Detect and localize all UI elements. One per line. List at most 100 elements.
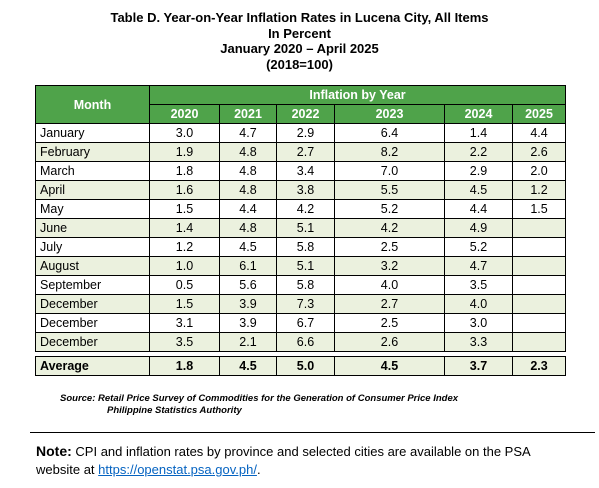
value-cell: 4.4 — [444, 199, 513, 219]
value-cell: 1.8 — [149, 161, 220, 181]
value-cell: 1.0 — [149, 256, 220, 276]
value-cell: 3.9 — [219, 313, 277, 333]
value-cell: 1.5 — [149, 294, 220, 314]
subtitle: In Percent — [268, 25, 331, 41]
value-cell: 4.4 — [219, 199, 277, 219]
value-cell: 4.5 — [219, 237, 277, 257]
month-cell: September — [35, 275, 150, 295]
value-cell: 1.6 — [149, 180, 220, 200]
average-cell: 3.7 — [444, 356, 513, 376]
value-cell: 7.0 — [334, 161, 445, 181]
value-cell: 8.2 — [334, 142, 445, 162]
value-cell: 2.6 — [511, 142, 567, 162]
value-cell: 3.3 — [444, 332, 513, 352]
value-cell: 5.8 — [276, 237, 335, 257]
month-cell: December — [35, 332, 150, 352]
value-cell: 2.7 — [276, 142, 335, 162]
value-cell: 3.5 — [444, 275, 513, 295]
table-row: December 3.1 3.9 6.7 2.5 3.0 — [35, 313, 567, 333]
table-row: August 1.0 6.1 5.1 3.2 4.7 — [35, 256, 567, 276]
value-cell: 4.7 — [444, 256, 513, 276]
value-cell: 3.9 — [219, 294, 277, 314]
value-cell: 1.4 — [149, 218, 220, 238]
value-cell: 3.4 — [276, 161, 335, 181]
month-cell: May — [35, 199, 150, 219]
value-cell: 3.0 — [149, 123, 220, 143]
title-block: Table D. Year-on-Year Inflation Rates in… — [0, 0, 599, 72]
value-cell: 2.9 — [444, 161, 513, 181]
year-header: 2024 — [444, 104, 513, 124]
month-cell: February — [35, 142, 150, 162]
separator — [30, 432, 595, 433]
month-cell: August — [35, 256, 150, 276]
value-cell: 5.1 — [276, 256, 335, 276]
table-row: March 1.8 4.8 3.4 7.0 2.9 2.0 — [35, 161, 567, 181]
value-cell: 4.8 — [219, 180, 277, 200]
value-cell: 5.1 — [276, 218, 335, 238]
table-row: May 1.5 4.4 4.2 5.2 4.4 1.5 — [35, 199, 567, 219]
value-cell — [511, 256, 567, 276]
year-header: 2025 — [511, 104, 567, 124]
value-cell: 4.2 — [334, 218, 445, 238]
title: Table D. Year-on-Year Inflation Rates in… — [110, 10, 489, 25]
table-body: January 3.0 4.7 2.9 6.4 1.4 4.4 February 1.9 4.8 2… — [35, 123, 567, 376]
value-cell: 2.6 — [334, 332, 445, 352]
value-cell: 5.6 — [219, 275, 277, 295]
month-cell: January — [35, 123, 150, 143]
average-label: Average — [35, 356, 150, 376]
value-cell: 2.5 — [334, 313, 445, 333]
table-row: June 1.4 4.8 5.1 4.2 4.9 — [35, 218, 567, 238]
month-cell: March — [35, 161, 150, 181]
table-row: December 1.5 3.9 7.3 2.7 4.0 — [35, 294, 567, 314]
value-cell: 4.8 — [219, 218, 277, 238]
value-cell: 4.7 — [219, 123, 277, 143]
month-cell: June — [35, 218, 150, 238]
value-cell: 1.9 — [149, 142, 220, 162]
source-line: Source: Retail Price Survey of Commoditi… — [60, 393, 459, 404]
average-cell: 2.3 — [511, 356, 567, 376]
value-cell: 5.8 — [276, 275, 335, 295]
note: Note: CPI and inflation rates by provinc… — [36, 442, 576, 479]
value-cell: 1.2 — [511, 180, 567, 200]
value-cell: 2.2 — [444, 142, 513, 162]
value-cell: 3.8 — [276, 180, 335, 200]
month-cell: December — [35, 294, 150, 314]
table-row: April 1.6 4.8 3.8 5.5 4.5 1.2 — [35, 180, 567, 200]
source-line: Philippine Statistics Authority — [107, 405, 242, 416]
year-header: 2020 — [149, 104, 220, 124]
value-cell: 4.0 — [444, 294, 513, 314]
value-cell: 0.5 — [149, 275, 220, 295]
value-cell: 4.9 — [444, 218, 513, 238]
note-link[interactable]: https://openstat.psa.gov.ph/ — [98, 462, 257, 477]
value-cell: 5.2 — [334, 199, 445, 219]
value-cell: 5.2 — [444, 237, 513, 257]
value-cell: 6.6 — [276, 332, 335, 352]
inflation-table: Month Inflation by Year 2020 2021 2022 2023… — [35, 85, 567, 376]
value-cell: 6.7 — [276, 313, 335, 333]
average-cell: 1.8 — [149, 356, 220, 376]
group-header: Inflation by Year — [148, 85, 567, 105]
average-cell: 4.5 — [219, 356, 277, 376]
source: Source: Retail Price Survey of Commoditi… — [60, 393, 458, 417]
average-row: Average 1.8 4.5 5.0 4.5 3.7 2.3 — [35, 356, 567, 376]
value-cell: 4.8 — [219, 142, 277, 162]
table-row: September 0.5 5.6 5.8 4.0 3.5 — [35, 275, 567, 295]
table-row: July 1.2 4.5 5.8 2.5 5.2 — [35, 237, 567, 257]
average-cell: 5.0 — [276, 356, 335, 376]
month-cell: April — [35, 180, 150, 200]
year-header: 2022 — [276, 104, 335, 124]
table-row: January 3.0 4.7 2.9 6.4 1.4 4.4 — [35, 123, 567, 143]
value-cell: 2.0 — [511, 161, 567, 181]
value-cell — [511, 313, 567, 333]
year-header: 2023 — [334, 104, 445, 124]
value-cell: 4.8 — [219, 161, 277, 181]
note-end: . — [256, 462, 261, 477]
value-cell: 4.5 — [444, 180, 513, 200]
value-cell: 4.4 — [511, 123, 567, 143]
table-header: Month Inflation by Year 2020 2021 2022 2023… — [35, 85, 567, 124]
value-cell: 5.5 — [334, 180, 445, 200]
value-cell: 3.5 — [149, 332, 220, 352]
value-cell: 4.0 — [334, 275, 445, 295]
value-cell: 3.1 — [149, 313, 220, 333]
